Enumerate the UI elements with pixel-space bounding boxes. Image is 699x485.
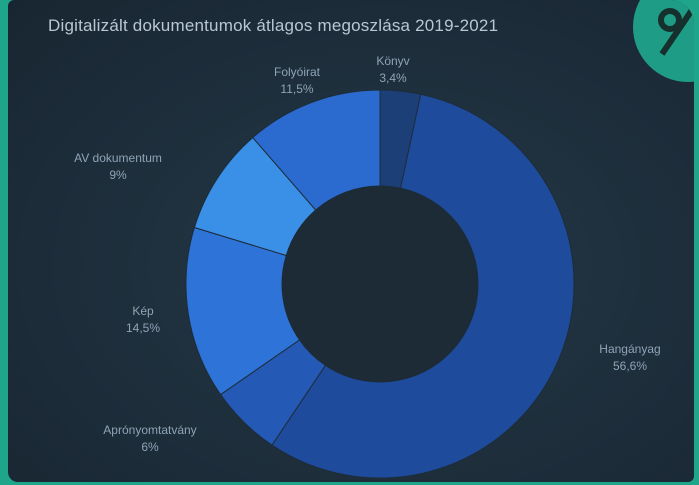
- slice-label: Kép: [132, 304, 154, 318]
- slice-value-label: 6%: [141, 440, 159, 454]
- percent-badge-icon: [658, 8, 694, 56]
- slice-label: Folyóirat: [274, 65, 321, 79]
- slice-label: AV dokumentum: [74, 151, 162, 165]
- slice-value-label: 14,5%: [126, 321, 160, 335]
- slice-value-label: 3,4%: [379, 71, 407, 85]
- slice-label: Aprónyomtatvány: [103, 423, 196, 437]
- chart-title: Digitalizált dokumentumok átlagos megosz…: [48, 16, 499, 35]
- slice-label: Könyv: [376, 54, 409, 68]
- slice-value-label: 11,5%: [280, 82, 313, 96]
- slice-label: Hangányag: [599, 342, 660, 356]
- slice-value-label: 9%: [109, 168, 127, 182]
- donut-hole: [282, 186, 478, 382]
- slice-value-label: 56,6%: [613, 359, 647, 373]
